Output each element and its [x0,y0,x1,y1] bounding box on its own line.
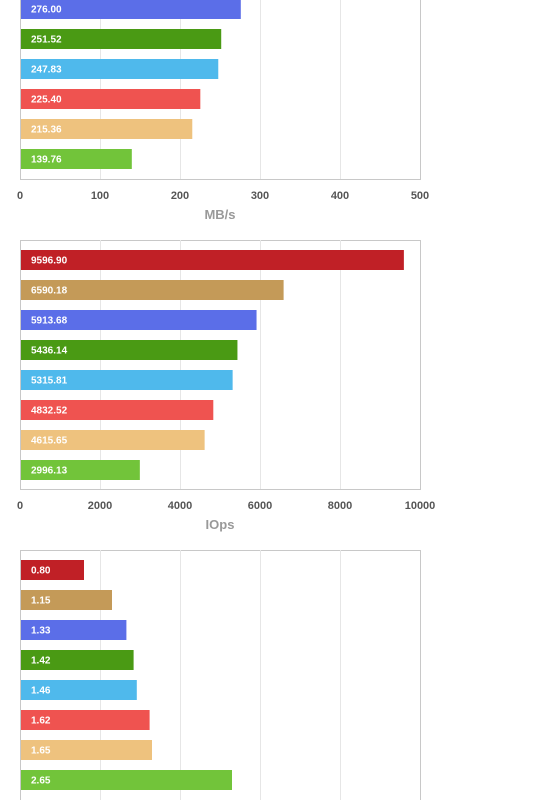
bar-value-label: 4615.65 [31,436,68,447]
bar [21,740,152,760]
x-tick-label: 0 [17,190,23,202]
x-tick-label: 500 [411,190,429,202]
bar-value-label: 276.00 [31,5,62,16]
bar-value-label: 5436.14 [31,346,68,357]
bar [21,250,404,270]
bar [21,119,193,139]
bar-value-label: 225.40 [31,95,62,106]
bar [21,280,284,300]
x-tick-label: 8000 [328,500,352,512]
bar [21,460,140,480]
bar-value-label: 215.36 [31,125,62,136]
x-tick-label: 4000 [168,500,192,512]
x-tick-label: 100 [91,190,109,202]
chart-3: 0.80 1.15 1.33 1.42 1.46 1.62 1.65 2.65 [20,550,421,800]
bar [21,680,137,700]
bar-value-label: 2.65 [31,776,51,787]
bar-value-label: 1.46 [31,686,51,697]
x-tick-label: 0 [17,500,23,512]
plot-frame [20,240,421,490]
chart-2: 9596.90 6590.18 5913.68 5436.14 5315.81 4832.… [17,240,435,532]
bar-value-label: 1.65 [31,746,51,757]
x-tick-label: 6000 [248,500,272,512]
bar [21,560,84,580]
x-tick-label: 400 [331,190,349,202]
bar [21,370,233,390]
bar-value-label: 5913.68 [31,316,68,327]
bar [21,310,257,330]
bar [21,0,241,19]
bar [21,590,112,610]
x-tick-label: 200 [171,190,189,202]
bar [21,620,127,640]
bar-value-label: 247.83 [31,65,62,76]
x-tick-label: 10000 [405,500,436,512]
bar-value-label: 2996.13 [31,466,68,477]
bar [21,430,205,450]
bar-value-label: 9596.90 [31,256,68,267]
bar [21,340,238,360]
bar [21,149,132,169]
chart-1: 276.00 251.52 247.83 225.40 215.36 139.76 0 100… [17,0,429,222]
bar-value-label: 139.76 [31,155,62,166]
bar-value-label: 1.33 [31,626,51,637]
bar-value-label: 251.52 [31,35,62,46]
bar-value-label: 4832.52 [31,406,68,417]
plot-frame [20,550,421,800]
bar [21,59,219,79]
bar-value-label: 1.42 [31,656,51,667]
bar [21,710,150,730]
x-tick-label: 300 [251,190,269,202]
bar [21,29,222,49]
x-axis-title: MB/s [204,207,235,222]
bar [21,400,214,420]
bar-value-label: 0.80 [31,566,51,577]
x-tick-label: 2000 [88,500,112,512]
bar-value-label: 6590.18 [31,286,68,297]
bar [21,770,232,790]
bar [21,89,201,109]
bar-value-label: 1.62 [31,716,51,727]
bar-value-label: 1.15 [31,596,51,607]
bar [21,650,134,670]
x-axis-title: IOps [206,517,235,532]
bar-value-label: 5315.81 [31,376,68,387]
